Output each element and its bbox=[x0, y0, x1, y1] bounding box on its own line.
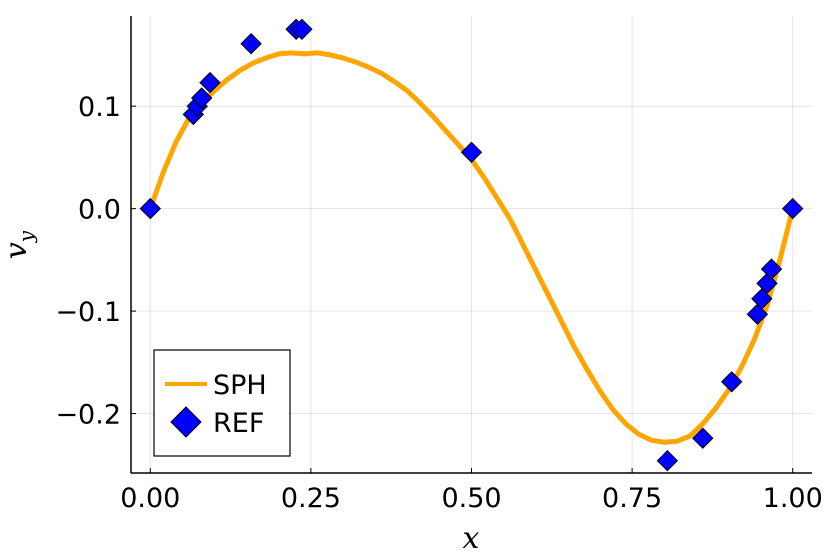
x-tick-labels: 0.00 0.25 0.50 0.75 1.00 bbox=[120, 468, 823, 514]
y-axis-title-subscript: y bbox=[14, 230, 38, 243]
data-point-ref bbox=[240, 32, 262, 55]
x-tick-label: 0.75 bbox=[602, 483, 662, 514]
y-tick-label: −0.1 bbox=[55, 297, 121, 328]
y-tick-label: 0.1 bbox=[78, 92, 121, 123]
data-point-ref bbox=[746, 303, 769, 325]
legend-swatch-ref bbox=[170, 406, 202, 438]
y-tick-label: 0.0 bbox=[78, 195, 121, 226]
series bbox=[139, 18, 804, 472]
data-point-ref bbox=[656, 449, 679, 472]
x-tick-label: 1.00 bbox=[763, 483, 823, 514]
data-point-ref bbox=[692, 427, 714, 449]
x-tick-label: 0.50 bbox=[441, 483, 501, 514]
data-point-ref bbox=[199, 71, 221, 94]
data-point-ref bbox=[720, 371, 743, 393]
data-point-ref bbox=[760, 258, 783, 280]
data-point-ref bbox=[460, 141, 483, 164]
data-point-ref bbox=[781, 197, 804, 220]
y-axis-title-main: v bbox=[0, 242, 34, 259]
legend-box bbox=[153, 349, 291, 457]
x-tick-label: 0.25 bbox=[281, 483, 341, 514]
legend-label-ref: REF bbox=[213, 408, 264, 439]
legend-label-sph: SPH bbox=[213, 370, 267, 401]
data-point-ref bbox=[190, 87, 213, 109]
y-tick-label: −0.2 bbox=[55, 400, 121, 431]
x-tick-label: 0.00 bbox=[120, 483, 180, 514]
y-axis-title: vy bbox=[0, 230, 38, 259]
x-axis-title: x bbox=[463, 521, 480, 554]
legend: SPH REF bbox=[153, 349, 291, 457]
y-tick-labels: −0.2 −0.1 0.0 0.1 bbox=[55, 92, 136, 431]
data-point-ref bbox=[139, 197, 162, 220]
data-point-ref bbox=[291, 18, 313, 41]
